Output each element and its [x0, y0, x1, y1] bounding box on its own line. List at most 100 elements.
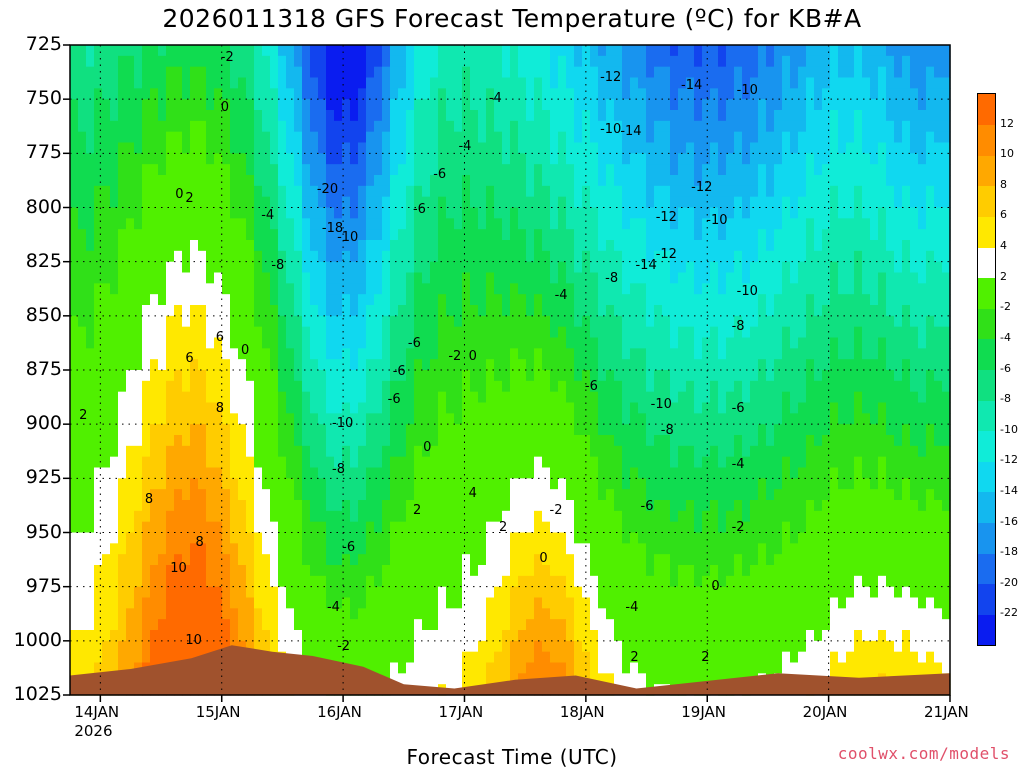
field-cell	[342, 120, 351, 133]
field-cell	[190, 185, 199, 198]
field-cell	[262, 445, 271, 458]
field-cell	[654, 45, 663, 57]
field-cell	[214, 175, 223, 187]
field-cell	[70, 435, 79, 447]
field-cell	[310, 131, 319, 144]
field-cell	[70, 445, 79, 458]
field-cell	[382, 240, 391, 252]
field-cell	[102, 272, 111, 284]
field-cell	[374, 510, 383, 523]
field-cell	[702, 337, 711, 349]
field-cell	[382, 575, 391, 588]
field-cell	[406, 543, 415, 555]
field-cell	[614, 673, 623, 685]
field-cell	[374, 435, 383, 447]
field-cell	[198, 543, 207, 555]
field-cell	[638, 88, 647, 100]
field-cell	[390, 315, 399, 328]
field-cell	[374, 543, 383, 555]
field-cell	[694, 510, 703, 523]
field-cell	[502, 565, 511, 577]
field-cell	[414, 597, 423, 609]
field-cell	[502, 619, 511, 631]
field-cell	[214, 543, 223, 555]
field-cell	[78, 315, 87, 328]
field-cell	[118, 435, 127, 447]
field-cell	[678, 164, 687, 176]
field-cell	[246, 240, 255, 252]
field-cell	[518, 391, 527, 404]
field-cell	[230, 185, 239, 198]
field-cell	[534, 272, 543, 284]
field-cell	[574, 305, 583, 317]
field-cell	[262, 370, 271, 382]
field-cell	[534, 445, 543, 458]
field-cell	[86, 435, 95, 447]
field-cell	[246, 283, 255, 295]
field-cell	[614, 640, 623, 653]
field-cell	[710, 554, 719, 566]
field-cell	[366, 283, 375, 295]
field-cell	[390, 99, 399, 111]
field-cell	[286, 402, 295, 414]
field-cell	[294, 337, 303, 349]
field-cell	[638, 413, 647, 425]
field-cell	[326, 272, 335, 284]
field-cell	[182, 185, 191, 198]
field-cell	[214, 391, 223, 404]
field-cell	[670, 489, 679, 501]
field-cell	[710, 326, 719, 339]
field-cell	[374, 608, 383, 620]
field-cell	[110, 662, 119, 674]
field-cell	[198, 402, 207, 414]
field-cell	[158, 88, 167, 100]
field-cell	[630, 326, 639, 339]
field-cell	[454, 608, 463, 620]
field-cell	[614, 630, 623, 642]
field-cell	[406, 651, 415, 664]
field-cell	[278, 554, 287, 566]
field-cell	[382, 229, 391, 241]
field-cell	[302, 370, 311, 382]
field-cell	[358, 110, 367, 122]
field-cell	[262, 424, 271, 436]
field-cell	[430, 565, 439, 577]
field-cell	[310, 55, 319, 68]
field-cell	[206, 305, 215, 317]
field-cell	[582, 662, 591, 674]
field-cell	[678, 391, 687, 404]
field-cell	[222, 456, 231, 469]
field-cell	[574, 456, 583, 469]
field-cell	[358, 326, 367, 339]
field-cell	[670, 218, 679, 230]
field-cell	[214, 88, 223, 100]
field-cell	[230, 391, 239, 404]
field-cell	[534, 326, 543, 339]
field-cell	[566, 272, 575, 284]
field-cell	[518, 554, 527, 566]
field-cell	[86, 272, 95, 284]
field-cell	[222, 348, 231, 360]
field-cell	[590, 673, 599, 685]
field-cell	[390, 153, 399, 165]
field-cell	[166, 521, 175, 534]
field-cell	[622, 565, 631, 577]
field-cell	[326, 315, 335, 328]
field-cell	[614, 348, 623, 360]
field-cell	[310, 110, 319, 122]
field-cell	[142, 131, 151, 144]
field-cell	[294, 142, 303, 154]
field-cell	[726, 99, 735, 111]
field-cell	[638, 250, 647, 263]
field-cell	[438, 294, 447, 306]
field-cell	[78, 510, 87, 523]
field-cell	[190, 391, 199, 404]
field-cell	[390, 608, 399, 620]
field-cell	[598, 435, 607, 447]
field-cell	[270, 640, 279, 653]
field-cell	[422, 565, 431, 577]
field-cell	[110, 597, 119, 609]
field-cell	[366, 272, 375, 284]
field-cell	[374, 370, 383, 382]
field-cell	[422, 619, 431, 631]
